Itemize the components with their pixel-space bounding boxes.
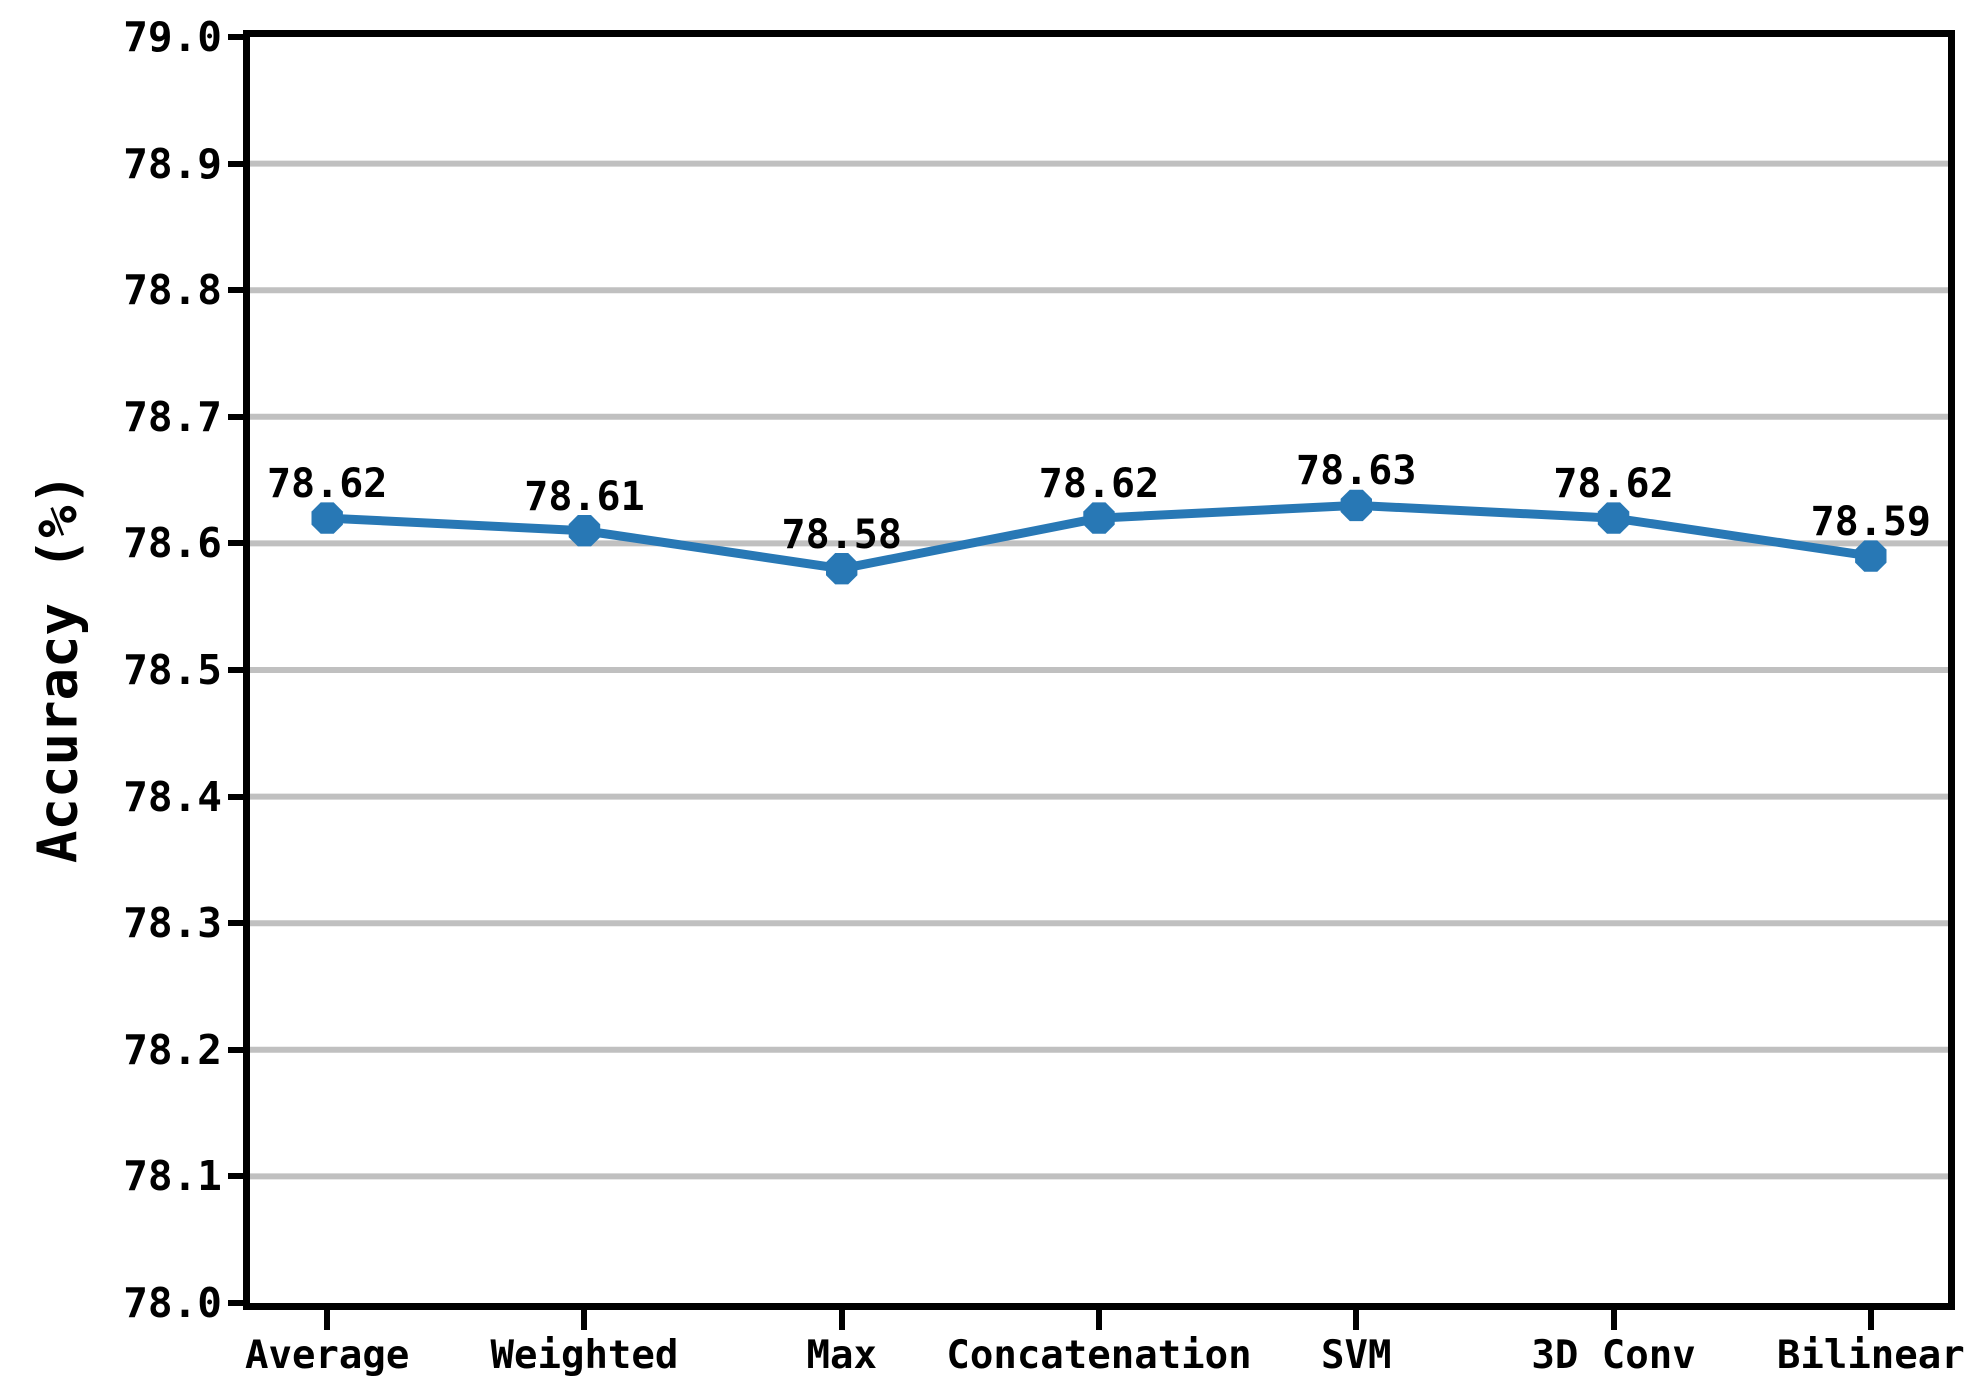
x-tick-label: Average xyxy=(244,1333,410,1378)
x-tick xyxy=(581,1310,588,1330)
y-tick-label: 78.0 xyxy=(123,1279,222,1327)
chart-canvas xyxy=(250,160,1948,1180)
y-tick-label: 79.0 xyxy=(123,13,222,61)
data-point-marker xyxy=(311,502,343,534)
y-tick-label: 78.2 xyxy=(123,1025,222,1074)
y-tick-label: 78.1 xyxy=(123,1152,222,1201)
data-point-marker xyxy=(1855,540,1887,572)
data-point-marker xyxy=(1083,502,1115,534)
x-tick xyxy=(1610,1310,1617,1330)
x-tick-label: Bilinear xyxy=(1776,1333,1965,1378)
x-tick-label: 3D Conv xyxy=(1531,1333,1696,1378)
data-point-marker xyxy=(1597,502,1630,534)
data-point-marker xyxy=(1340,489,1372,522)
x-tick xyxy=(838,1310,845,1330)
y-tick-label: 78.9 xyxy=(123,139,222,188)
x-tick-label: Concatenation xyxy=(946,1333,1252,1378)
x-tick-label: Weighted xyxy=(490,1333,679,1378)
y-tick-label: 78.3 xyxy=(123,899,222,948)
data-point-marker xyxy=(826,553,858,585)
y-tick-label: 78.8 xyxy=(123,266,222,315)
x-tick-label: Max xyxy=(806,1333,877,1378)
data-point-marker xyxy=(568,515,601,547)
x-tick xyxy=(1353,1310,1360,1330)
plot-area xyxy=(243,30,1955,1310)
y-tick-label: 78.7 xyxy=(123,392,222,441)
x-tick-label: SVM xyxy=(1321,1333,1392,1378)
y-axis-label: Accuracy (%) xyxy=(26,472,90,864)
x-tick xyxy=(324,1310,331,1330)
x-tick xyxy=(1096,1310,1102,1330)
x-tick xyxy=(1867,1310,1874,1330)
